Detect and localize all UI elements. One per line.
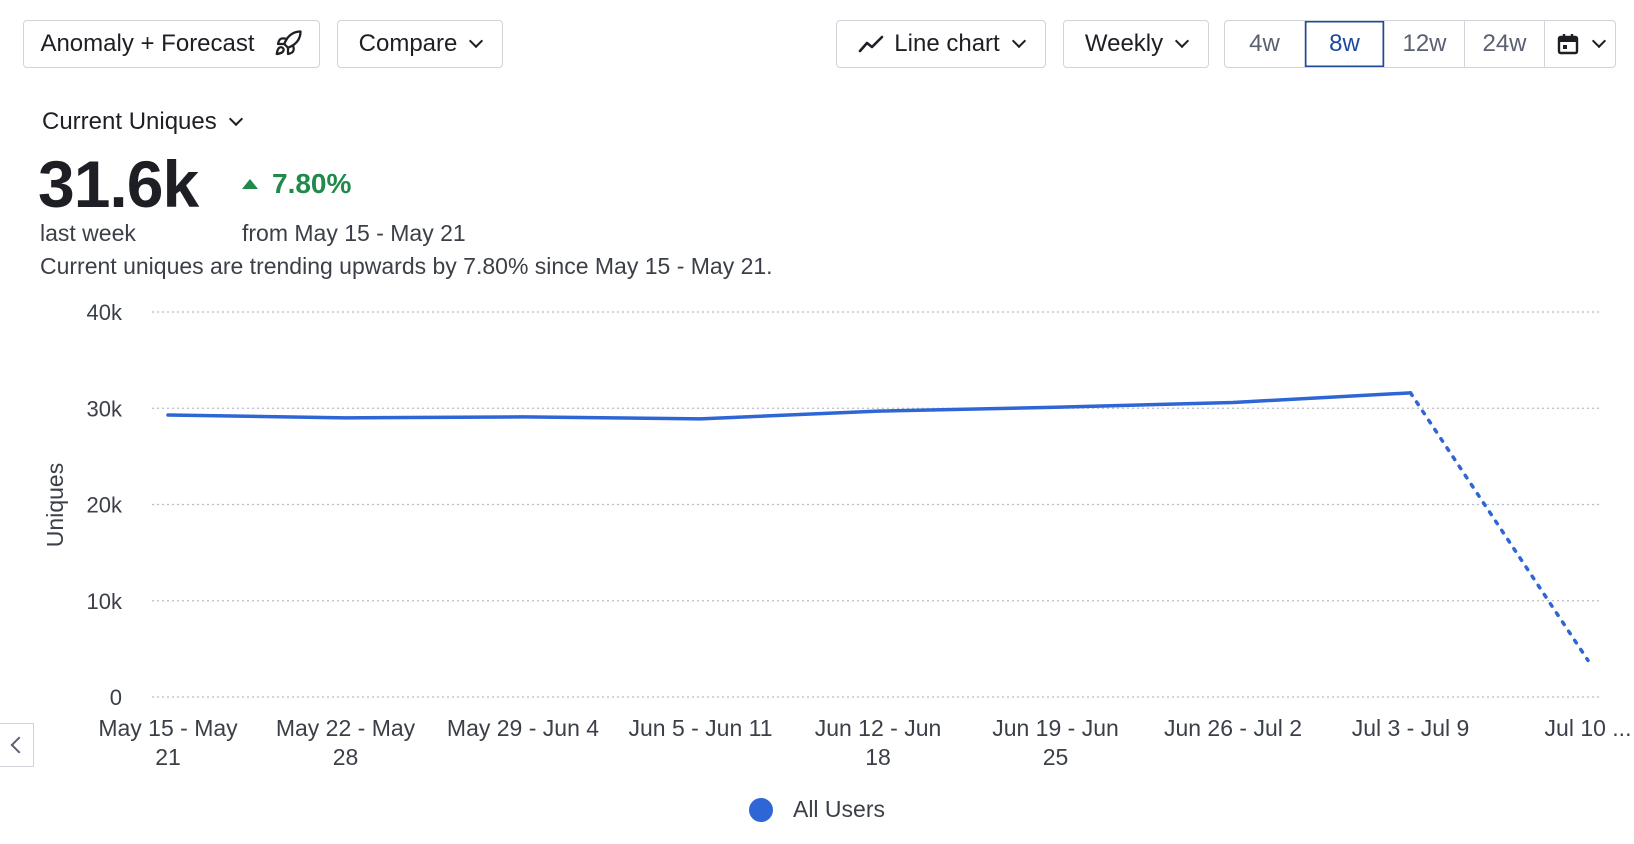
trend-up-icon [242, 179, 258, 189]
chevron-down-icon [228, 111, 243, 127]
line-chart: 0 10k 20k 30k 40k Uniques May 15 - May 21 May 22… [42, 300, 1632, 770]
x-tick-label: May 29 - Jun 4 [447, 715, 599, 741]
range-24w-button[interactable]: 24w [1465, 21, 1545, 67]
compare-label: Compare [358, 30, 458, 57]
metric-summary: Current uniques are trending upwards by … [40, 253, 773, 279]
anomaly-forecast-button[interactable]: Anomaly + Forecast [23, 20, 320, 68]
legend-swatch [748, 797, 773, 822]
chart-legend: All Users [0, 796, 1634, 823]
x-tick-label: Jul 10 ... [1545, 715, 1632, 741]
anomaly-forecast-label: Anomaly + Forecast [40, 30, 255, 57]
rocket-icon [273, 29, 303, 59]
series-forecast-line-all-users [1408, 391, 1590, 663]
chevron-down-icon [1591, 33, 1607, 49]
series-line-all-users [166, 391, 1413, 421]
chevron-down-icon [1011, 33, 1026, 49]
chart-type-label: Line chart [894, 30, 1000, 57]
y-tick-label: 20k [87, 493, 123, 518]
custom-date-button[interactable] [1545, 21, 1615, 67]
x-tick-label: Jul 3 - Jul 9 [1352, 715, 1470, 741]
compare-button[interactable]: Compare [337, 20, 503, 68]
chart-type-dropdown[interactable]: Line chart [836, 20, 1046, 68]
line-chart-icon [858, 34, 884, 54]
metric-change: 7.80% [242, 168, 351, 200]
calendar-icon [1556, 32, 1580, 56]
metric-compare-period: from May 15 - May 21 [242, 220, 466, 246]
x-tick-label: May 22 - May 28 [276, 715, 416, 770]
metric-period: last week [40, 220, 136, 246]
range-12w-button[interactable]: 12w [1385, 21, 1465, 67]
y-tick-label: 10k [87, 589, 123, 614]
x-tick-label: Jun 26 - Jul 2 [1164, 715, 1302, 741]
metric-name: Current Uniques [42, 108, 217, 135]
interval-dropdown[interactable]: Weekly [1063, 20, 1209, 68]
x-tick-label: Jun 12 - Jun 18 [815, 715, 942, 770]
metric-selector[interactable]: Current Uniques [42, 108, 243, 136]
y-tick-label: 30k [87, 396, 123, 421]
range-8w-button[interactable]: 8w [1305, 21, 1385, 67]
date-range-selector: 4w 8w 12w 24w [1224, 20, 1616, 68]
chevron-left-icon [10, 736, 27, 754]
legend-label[interactable]: All Users [792, 796, 885, 822]
y-tick-label: 0 [110, 685, 122, 710]
chevron-down-icon [469, 33, 484, 49]
chevron-down-icon [1175, 33, 1190, 49]
x-tick-label: Jun 19 - Jun 25 [992, 715, 1119, 770]
x-tick-label: Jun 5 - Jun 11 [628, 715, 772, 741]
metric-value: 31.6k [38, 147, 199, 221]
range-4w-button[interactable]: 4w [1225, 21, 1305, 67]
metric-change-value: 7.80% [272, 168, 352, 199]
y-axis-label: Uniques [42, 463, 68, 547]
interval-label: Weekly [1084, 30, 1164, 57]
scroll-left-button[interactable] [0, 723, 34, 767]
y-tick-label: 40k [87, 300, 123, 325]
x-tick-label: May 15 - May 21 [98, 715, 238, 770]
